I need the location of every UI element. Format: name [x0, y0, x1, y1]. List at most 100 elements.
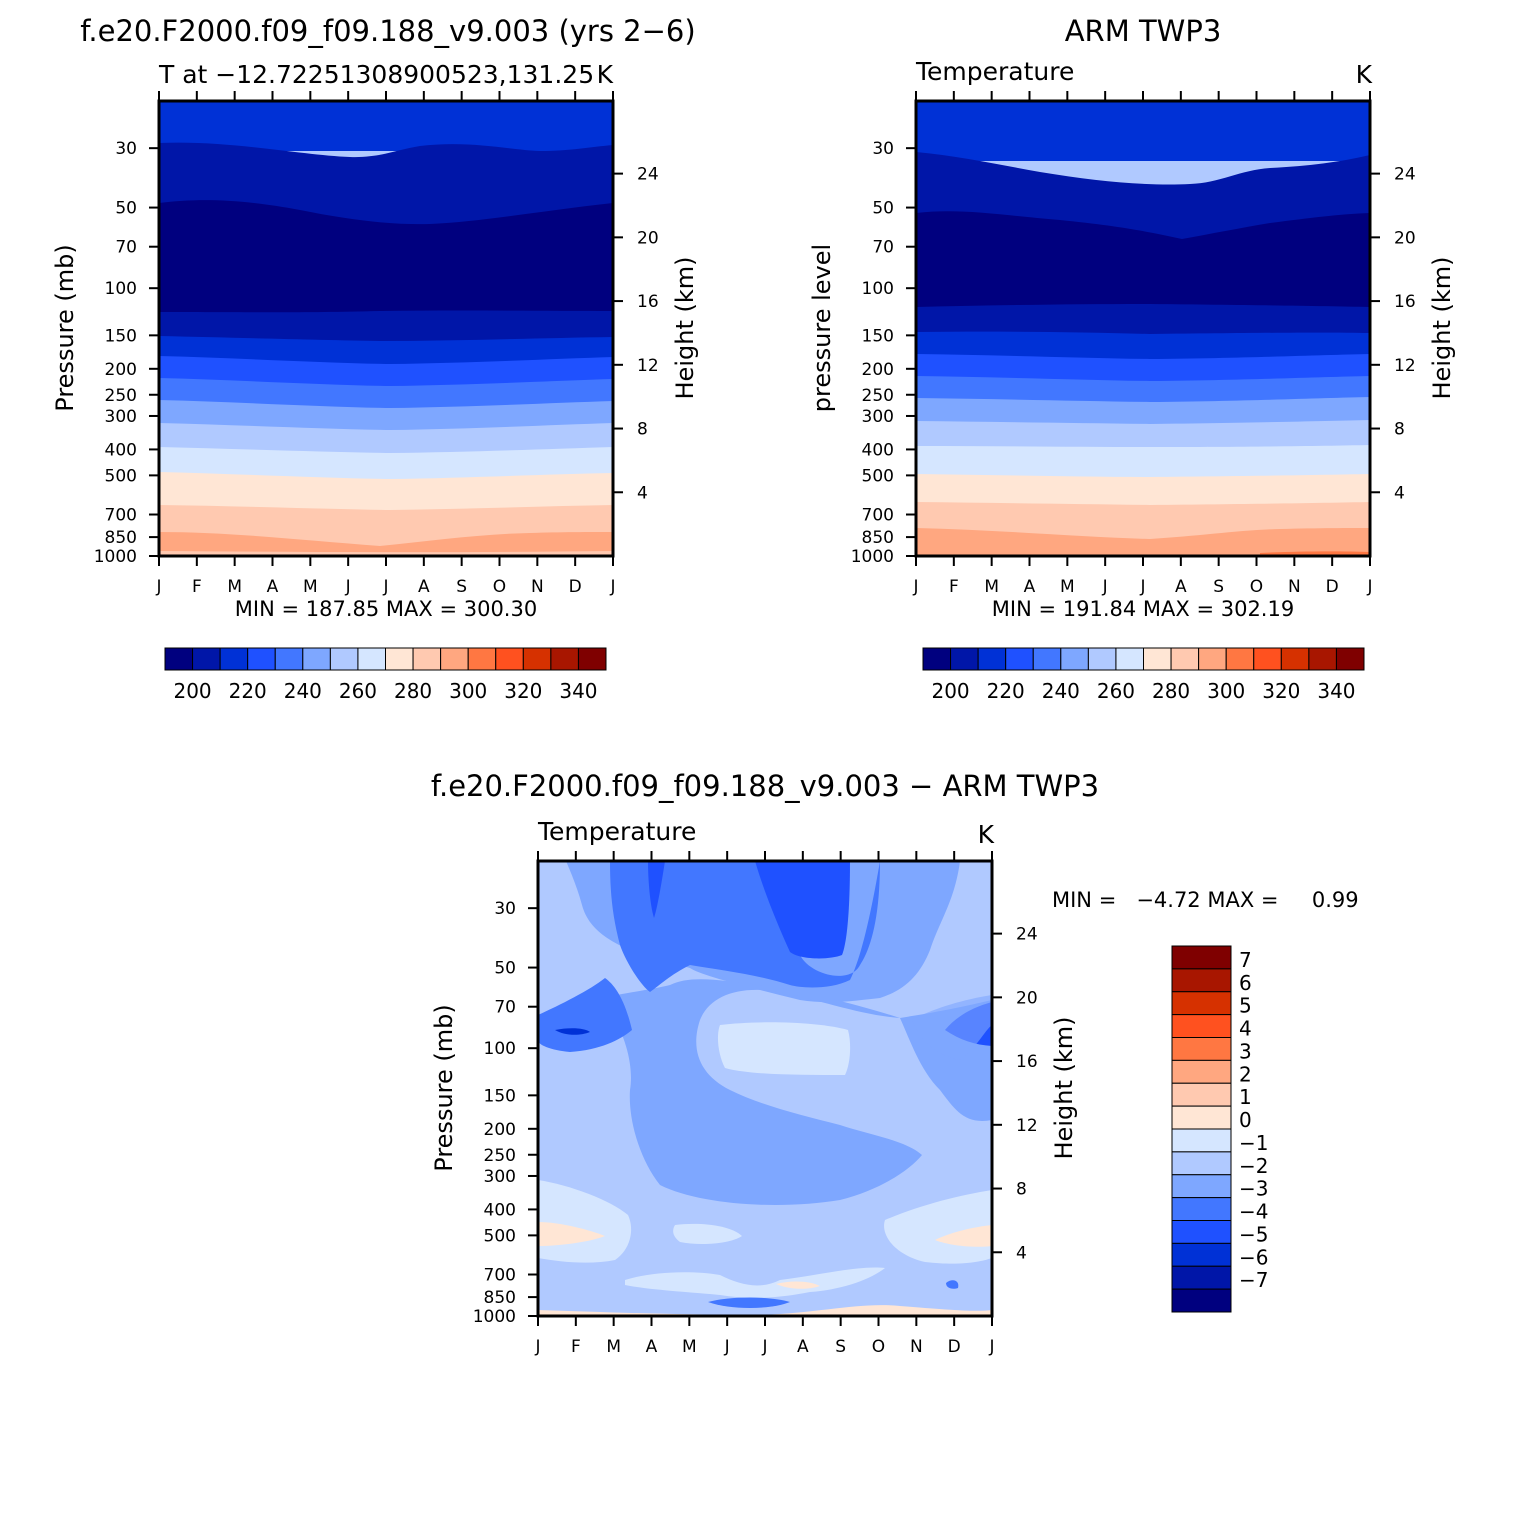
y2-tick-label: 12	[1394, 356, 1416, 376]
colorbar-swatch	[1171, 1197, 1232, 1221]
y2-tick-label: 24	[1016, 925, 1038, 945]
colorbar-swatch	[219, 647, 249, 671]
y-tick-label: 700	[105, 506, 137, 526]
colorbar-label: 340	[559, 679, 597, 703]
y-tick-label: 1000	[473, 1307, 516, 1327]
contour-band	[946, 1280, 959, 1289]
y-tick-label: 700	[484, 1266, 516, 1286]
y-tick-label: 50	[494, 959, 516, 979]
y-tick-label: 100	[484, 1039, 516, 1059]
colorbar-swatch	[412, 647, 442, 671]
colorbar-swatch	[1171, 1174, 1232, 1199]
y2-tick-label: 4	[637, 483, 648, 503]
y-tick-label: 400	[484, 1200, 516, 1220]
contour-band	[916, 101, 1370, 161]
x-tick-label: M	[606, 1337, 621, 1357]
y2-tick-label: 16	[637, 292, 659, 312]
colorbar-swatch	[164, 647, 194, 671]
colorbar-label: −5	[1239, 1222, 1268, 1246]
x-tick-label: S	[835, 1337, 846, 1357]
y-tick-label: 150	[862, 326, 894, 346]
colorbar: 200 220 240 260 280 300 320 340	[164, 647, 607, 703]
colorbar-swatch	[440, 647, 469, 671]
y-tick-label: 250	[105, 386, 137, 406]
y-tick-label: 300	[105, 407, 137, 427]
y-tick-label: 400	[862, 440, 894, 460]
colorbar-swatch	[1032, 647, 1062, 671]
y-tick-label: 700	[862, 506, 894, 526]
x-tick-label: O	[493, 577, 506, 597]
y-tick-label: 200	[484, 1120, 516, 1140]
x-tick-label: O	[1250, 577, 1263, 597]
contour-band	[610, 861, 880, 992]
colorbar-swatch	[1253, 647, 1282, 671]
y2-axis-label: Height (km)	[1050, 1017, 1078, 1160]
contour-band	[776, 1281, 820, 1289]
y-tick-label: 30	[494, 899, 516, 919]
x-tick-label: S	[456, 577, 467, 597]
x-tick-label: J	[382, 577, 388, 597]
x-tick-label: M	[303, 577, 318, 597]
y2-tick-label: 24	[637, 165, 659, 185]
colorbar-swatch	[1171, 1059, 1232, 1084]
colorbar-swatch	[1171, 1037, 1232, 1061]
x-tick-label: J	[724, 1337, 730, 1357]
colorbar-swatch	[922, 647, 952, 671]
colorbar-swatch	[1087, 647, 1117, 671]
y-tick-label: 30	[872, 139, 894, 159]
colorbar: 200 220 240 260 280 300 320 340	[922, 647, 1365, 703]
contour-band	[755, 861, 850, 959]
y-tick-label: 150	[105, 326, 137, 346]
panel-title: f.e20.F2000.f09_f09.188_v9.003 (yrs 2−6)	[80, 14, 695, 48]
colorbar-label: 220	[987, 679, 1025, 703]
colorbar-swatch	[1171, 1220, 1232, 1244]
contour-band	[538, 1305, 992, 1316]
colorbar-swatch	[1171, 1151, 1232, 1176]
colorbar-swatch	[1171, 1242, 1232, 1267]
y-tick-label: 1000	[94, 547, 137, 567]
x-tick-label: J	[1102, 577, 1108, 597]
colorbar-swatch	[1171, 991, 1232, 1016]
colorbar-swatch	[977, 647, 1007, 671]
y2-tick-label: 20	[1016, 988, 1038, 1008]
y-tick-label: 850	[862, 528, 894, 548]
panel-units-label: K	[978, 820, 995, 849]
colorbar-label: 3	[1239, 1039, 1252, 1063]
colorbar-swatch	[302, 647, 331, 671]
panel-left-label: T at −12.72251308900523,131.25	[158, 60, 594, 89]
colorbar-swatch	[1115, 647, 1144, 671]
colorbar-label: 5	[1239, 994, 1252, 1018]
y2-tick-label: 8	[637, 420, 648, 440]
panel-observations: ARM TWP3 Temperature K J F M A M J J A S O N D J 30 50…	[808, 14, 1456, 703]
colorbar-label: 240	[284, 679, 322, 703]
colorbar-swatch	[1225, 647, 1255, 671]
colorbar-label: 6	[1239, 971, 1252, 995]
x-tick-label: J	[609, 577, 615, 597]
x-tick-label: J	[988, 1337, 994, 1357]
x-tick-label: M	[227, 577, 242, 597]
y2-tick-label: 8	[1394, 420, 1405, 440]
panel-left-label: Temperature	[915, 57, 1074, 86]
y-tick-label: 200	[862, 360, 894, 380]
colorbar-label: 280	[394, 679, 432, 703]
colorbar-swatch	[1171, 945, 1232, 970]
colorbar-swatch	[1171, 1105, 1232, 1130]
y-tick-label: 50	[872, 199, 894, 219]
contour-band	[159, 532, 613, 556]
colorbar-swatch	[1171, 1128, 1232, 1153]
colorbar-label: 240	[1042, 679, 1080, 703]
colorbar-label: −6	[1239, 1245, 1268, 1269]
y2-tick-label: 16	[1394, 292, 1416, 312]
colorbar-swatch	[1171, 968, 1232, 993]
colorbar-label: 320	[504, 679, 542, 703]
colorbar-label: −4	[1239, 1200, 1268, 1224]
x-tick-label: F	[192, 577, 202, 597]
colorbar-label: 320	[1262, 679, 1300, 703]
y-tick-label: 850	[105, 528, 137, 548]
colorbar-label: 300	[1207, 679, 1245, 703]
contour-band	[600, 979, 992, 1205]
x-tick-label: A	[1175, 577, 1187, 597]
